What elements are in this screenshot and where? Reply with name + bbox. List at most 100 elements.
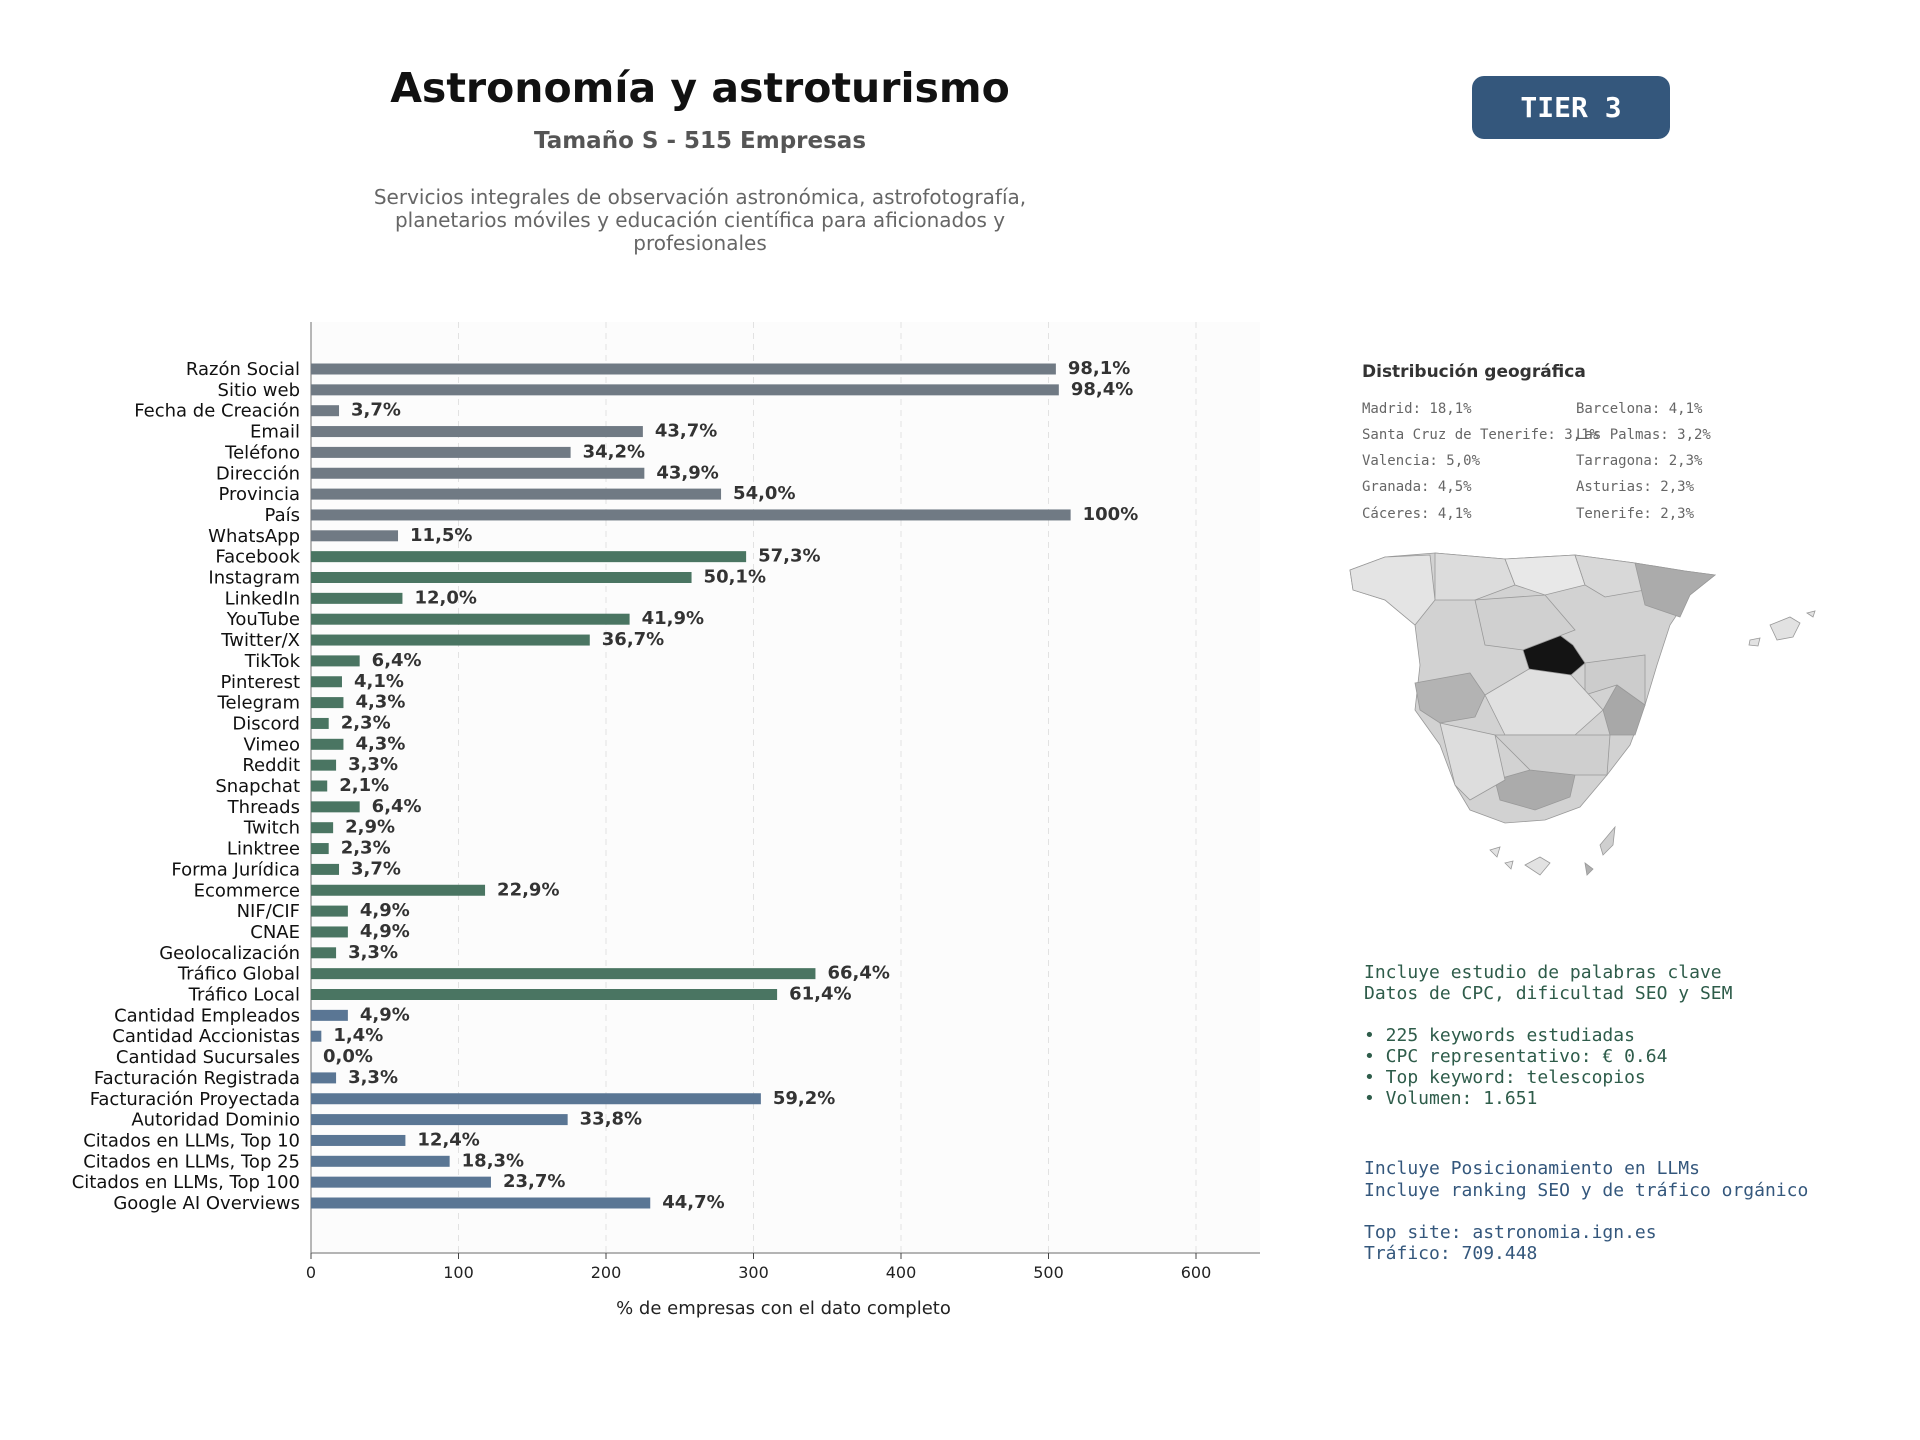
category-label: Facturación Registrada xyxy=(94,1068,300,1089)
category-label: Facturación Proyectada xyxy=(90,1089,300,1110)
llm-line-1: Incluye Posicionamiento en LLMs xyxy=(1364,1158,1700,1179)
bar xyxy=(311,884,486,896)
plot-area xyxy=(311,322,1260,1253)
category-label: Telegram xyxy=(217,693,300,714)
data-label: 50,1% xyxy=(704,567,766,588)
category-label: Citados en LLMs, Top 10 xyxy=(83,1130,300,1151)
bar xyxy=(311,572,692,583)
category-label: Linktree xyxy=(227,839,300,860)
category-label: Threads xyxy=(227,797,300,818)
bar xyxy=(311,947,337,959)
category-label: LinkedIn xyxy=(225,588,300,609)
map-region xyxy=(1599,825,1616,856)
data-label: 2,9% xyxy=(345,817,395,838)
bar xyxy=(311,801,360,813)
bar xyxy=(311,905,348,917)
bar xyxy=(311,592,403,604)
geo-item: Cáceres: 4,1% xyxy=(1362,506,1472,522)
bar xyxy=(311,634,590,646)
category-label: YouTube xyxy=(226,609,300,630)
x-axis-label: % de empresas con el dato completo xyxy=(616,1298,951,1319)
category-label: Twitter/X xyxy=(220,630,300,651)
bar xyxy=(311,697,344,709)
data-label: 2,1% xyxy=(339,775,389,796)
category-label: Cantidad Accionistas xyxy=(112,1026,300,1047)
data-label: 61,4% xyxy=(789,984,851,1005)
bar-chart: 0 100 200 300 400 500 600 % de empresas con el … xyxy=(72,322,1260,1319)
map-region xyxy=(1806,610,1816,618)
keywords-bullet: • 225 keywords estudiadas xyxy=(1364,1025,1635,1046)
map-region xyxy=(1524,856,1551,876)
data-label: 33,8% xyxy=(580,1109,642,1130)
data-label: 4,9% xyxy=(360,900,410,921)
category-label: Citados en LLMs, Top 25 xyxy=(83,1151,300,1172)
category-label: Razón Social xyxy=(186,359,300,380)
bar xyxy=(311,676,342,688)
bar xyxy=(311,780,328,792)
category-label: CNAE xyxy=(250,922,300,943)
top-site: Top site: astronomia.ign.es xyxy=(1364,1222,1657,1243)
data-label: 41,9% xyxy=(642,608,704,629)
data-label: 12,4% xyxy=(417,1129,479,1150)
llm-line-2: Incluye ranking SEO y de tráfico orgánic… xyxy=(1364,1180,1809,1201)
bar xyxy=(311,530,399,542)
bar xyxy=(311,1176,491,1188)
bar xyxy=(311,488,722,500)
data-label: 100% xyxy=(1083,504,1139,525)
category-label: Tráfico Local xyxy=(188,985,300,1006)
bar xyxy=(311,738,344,750)
bar xyxy=(311,968,816,980)
data-label: 4,3% xyxy=(355,692,405,713)
category-label: WhatsApp xyxy=(208,526,300,547)
bar xyxy=(311,551,747,563)
map-region xyxy=(1494,734,1611,776)
keywords-bullet: • Top keyword: telescopios xyxy=(1364,1067,1646,1088)
geo-item: Valencia: 5,0% xyxy=(1362,453,1481,469)
keywords-line-2: Datos de CPC, dificultad SEO y SEM xyxy=(1364,983,1733,1004)
geo-item: Tarragona: 2,3% xyxy=(1576,453,1703,469)
geo-title: Distribución geográfica xyxy=(1362,362,1586,382)
bar xyxy=(311,843,329,855)
bar xyxy=(311,1197,651,1209)
map-region xyxy=(1489,846,1501,858)
geo-item: Barcelona: 4,1% xyxy=(1576,401,1703,417)
bar xyxy=(311,1072,337,1084)
data-label: 66,4% xyxy=(827,963,889,984)
bar xyxy=(311,509,1071,521)
data-label: 4,9% xyxy=(360,921,410,942)
data-label: 12,0% xyxy=(414,587,476,608)
geo-item: Granada: 4,5% xyxy=(1362,479,1472,495)
data-label: 2,3% xyxy=(341,838,391,859)
bar xyxy=(311,863,340,875)
map-region xyxy=(1439,722,1506,801)
keywords-bullet: • Volumen: 1.651 xyxy=(1364,1088,1538,1109)
map-region xyxy=(1748,637,1761,647)
data-label: 44,7% xyxy=(662,1192,724,1213)
category-label: Teléfono xyxy=(224,442,300,463)
category-label: Ecommerce xyxy=(194,880,300,901)
bar xyxy=(311,926,348,938)
data-label: 3,7% xyxy=(351,858,401,879)
bar xyxy=(311,426,643,438)
bar xyxy=(311,989,778,1000)
x-tick-label: 600 xyxy=(1181,1263,1212,1282)
data-label: 1,4% xyxy=(333,1025,383,1046)
x-tick-label: 0 xyxy=(306,1263,316,1282)
data-label: 11,5% xyxy=(410,525,472,546)
data-label: 3,3% xyxy=(348,942,398,963)
data-label: 18,3% xyxy=(462,1150,524,1171)
bar xyxy=(311,1114,568,1126)
bar xyxy=(311,1009,348,1021)
map-region xyxy=(1504,860,1514,870)
bar xyxy=(311,467,645,479)
spain-map xyxy=(1349,552,1816,876)
data-label: 36,7% xyxy=(602,629,664,650)
map-region xyxy=(1634,562,1716,618)
geo-item: Asturias: 2,3% xyxy=(1576,479,1695,495)
category-label: TikTok xyxy=(244,651,301,672)
bar xyxy=(311,384,1059,396)
data-label: 43,9% xyxy=(656,462,718,483)
map-region xyxy=(1414,672,1486,724)
category-label: Vimeo xyxy=(243,734,300,755)
x-tick-label: 200 xyxy=(591,1263,622,1282)
